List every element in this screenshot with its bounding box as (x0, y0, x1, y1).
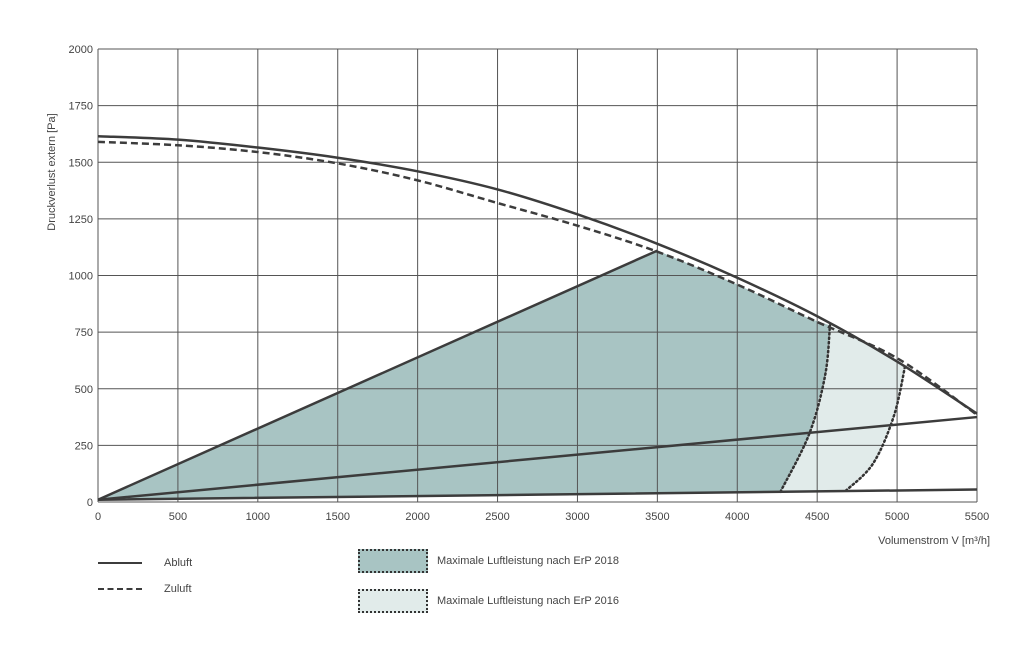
solid-line-swatch (98, 562, 142, 564)
legend-item-abluft: Abluft (98, 557, 192, 569)
x-tick-label: 4000 (725, 511, 749, 523)
y-tick-label: 250 (75, 440, 93, 452)
series-abluft (97, 134, 978, 415)
erp2018-swatch (358, 549, 428, 573)
series-layer (97, 134, 978, 501)
legend-item-erp2016: Maximale Luftleistung nach ErP 2016 (358, 589, 619, 613)
legend-label-zuluft: Zuluft (164, 583, 192, 595)
grid-layer (97, 48, 978, 503)
x-tick-label: 1000 (246, 511, 270, 523)
x-tick-label: 0 (95, 511, 101, 523)
legend-item-erp2018: Maximale Luftleistung nach ErP 2018 (358, 549, 619, 573)
y-tick-label: 0 (87, 497, 93, 509)
x-tick-label: 3000 (565, 511, 589, 523)
operating-line-4 (97, 488, 978, 501)
series-zuluft (97, 140, 978, 416)
x-tick-label: 5500 (965, 511, 989, 523)
dashed-line-swatch (98, 588, 142, 590)
y-axis-label: Druckverlust extern [Pa] (46, 113, 58, 230)
x-tick-label: 3500 (645, 511, 669, 523)
operating-line-2 (97, 249, 658, 501)
legend-label-erp2016: Maximale Luftleistung nach ErP 2016 (437, 595, 620, 607)
erp2016-swatch (358, 589, 428, 613)
y-tick-label: 1750 (69, 101, 93, 113)
x-axis-label: Volumenstrom V [m³/h] (878, 535, 990, 547)
legend-label-abluft: Abluft (164, 557, 193, 569)
dotted-boundary (844, 364, 907, 492)
x-tick-label: 2000 (405, 511, 429, 523)
dotted-boundary (779, 324, 832, 494)
legend-item-zuluft: Zuluft (98, 583, 192, 595)
y-tick-label: 750 (75, 327, 93, 339)
region-erp2018 (98, 250, 830, 500)
x-tick-label: 4500 (805, 511, 829, 523)
y-tick-label: 1000 (69, 271, 93, 283)
operating-line-3 (97, 415, 978, 501)
regions-layer (98, 250, 906, 500)
y-tick-label: 500 (75, 384, 93, 396)
y-tick-label: 1250 (69, 214, 93, 226)
y-tick-label: 1500 (69, 157, 93, 169)
x-tick-label: 500 (169, 511, 187, 523)
legend-label-erp2018: Maximale Luftleistung nach ErP 2018 (437, 555, 620, 567)
x-tick-label: 5000 (885, 511, 909, 523)
region-erp2016 (780, 325, 906, 492)
y-tick-label: 2000 (69, 44, 93, 56)
dotted-boundaries-layer (779, 324, 907, 494)
x-tick-label: 2500 (485, 511, 509, 523)
ticks-layer: 0 500 1000 1500 2000 2500 3000 3500 4000 4500 5000… (69, 44, 990, 523)
x-tick-label: 1500 (325, 511, 349, 523)
